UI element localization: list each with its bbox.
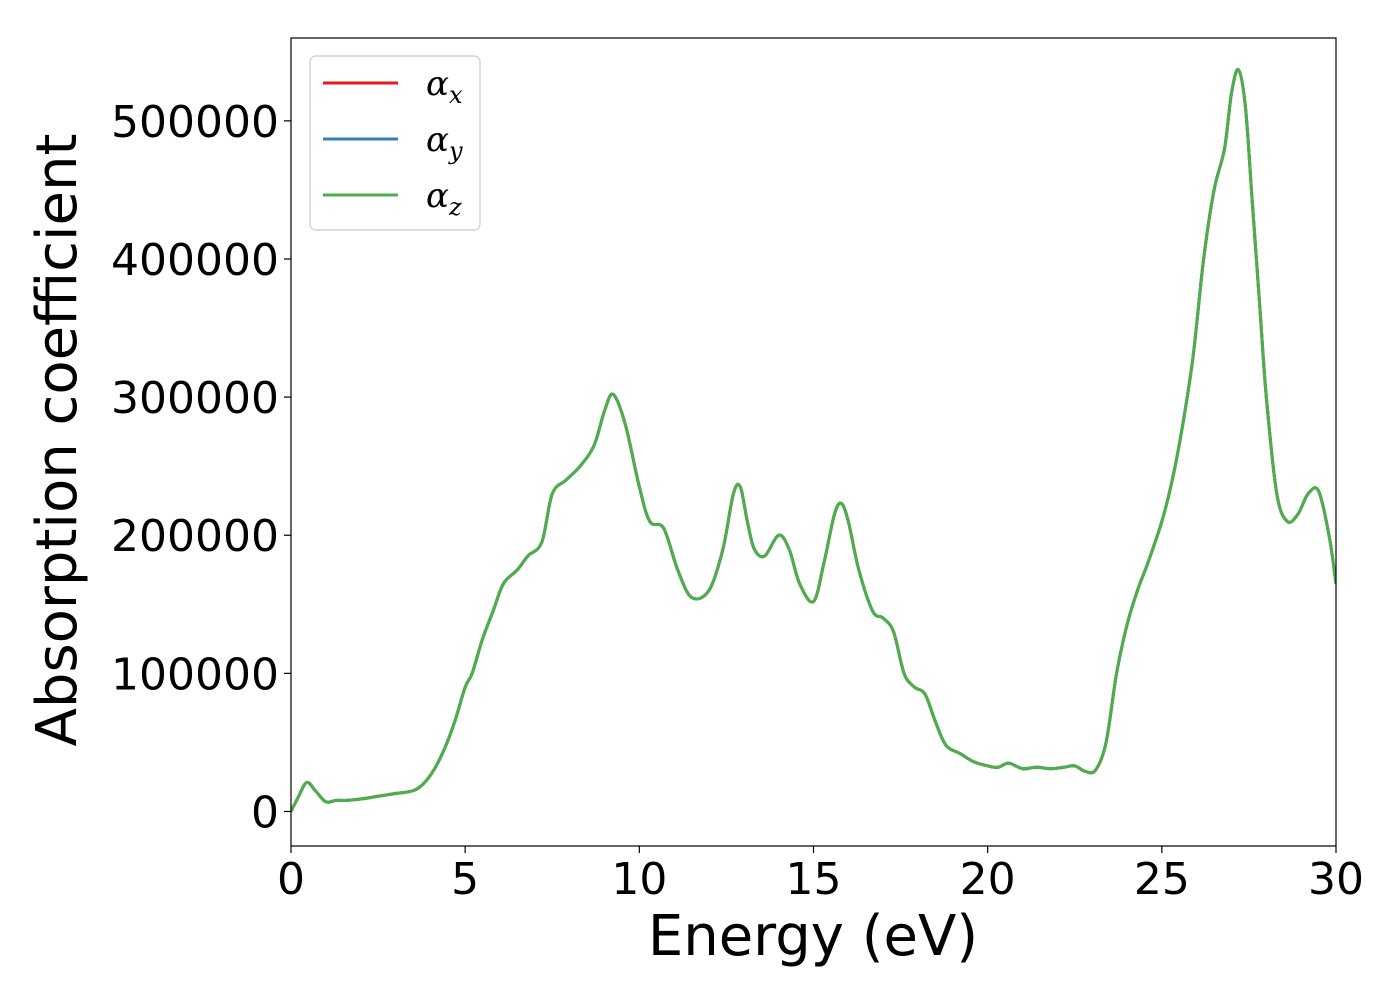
y-tick-label-0: 0: [251, 787, 279, 838]
x-axis-title: Energy (eV): [648, 904, 978, 969]
y-tick-label-1: 100000: [111, 649, 279, 700]
x-tick-label-2: 10: [611, 854, 667, 905]
y-axis-title: Absorption coefficient: [25, 134, 90, 747]
y-tick-label-5: 500000: [111, 97, 279, 148]
y-tick-label-4: 400000: [111, 235, 279, 286]
x-tick-label-1: 5: [451, 854, 479, 905]
y-tick-label-2: 200000: [111, 511, 279, 562]
series-line-2: [291, 68, 1336, 813]
x-tick-label-0: 0: [277, 854, 305, 905]
x-tick-label-3: 15: [786, 854, 842, 905]
legend-label-1: αy: [426, 120, 463, 165]
x-tick-label-4: 20: [960, 854, 1016, 905]
x-tick-label-5: 25: [1134, 854, 1190, 905]
legend-label-0: αx: [426, 64, 463, 109]
legend: αx αy αz: [309, 55, 481, 231]
y-tick-label-3: 300000: [111, 373, 279, 424]
x-tick-label-6: 30: [1308, 854, 1364, 905]
axes-layer: 0 5 10 15 20 25 30 0 100000 200000 300000 400000 500…: [111, 37, 1364, 905]
legend-label-2: αz: [426, 176, 462, 221]
series-layer: [291, 68, 1336, 813]
legend-box: [309, 55, 481, 231]
